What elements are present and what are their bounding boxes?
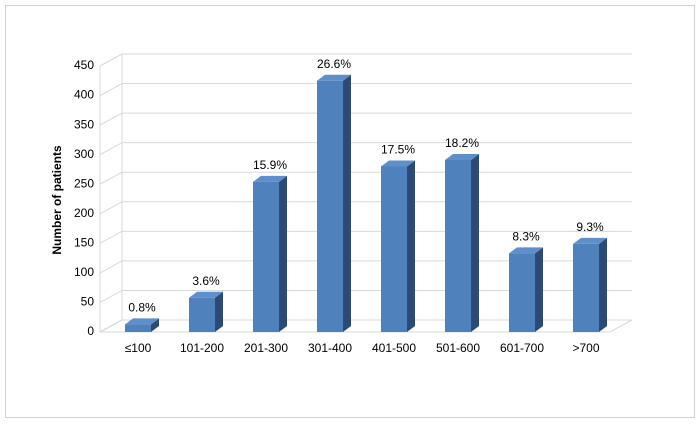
bar-top (509, 247, 543, 254)
data-label: 15.9% (253, 158, 287, 172)
grid-line (99, 290, 123, 303)
x-tick-label: 601-700 (500, 341, 544, 355)
bar (381, 166, 407, 332)
bar-side (471, 153, 479, 332)
data-label: 17.5% (381, 143, 415, 157)
bar-top (573, 237, 607, 244)
bar (317, 80, 343, 333)
y-axis-title: Number of patients (50, 145, 64, 255)
y-tick-label: 100 (74, 265, 94, 279)
y-tick-label: 50 (81, 295, 95, 309)
grid-line (99, 83, 123, 96)
x-tick-label: 201-300 (244, 341, 288, 355)
bar (509, 253, 535, 332)
bar-side (151, 318, 159, 332)
x-tick-label: 101-200 (180, 341, 224, 355)
bar-top (317, 74, 351, 81)
y-tick-label: 300 (74, 147, 94, 161)
data-label: 8.3% (512, 230, 540, 244)
data-label: 9.3% (576, 220, 604, 234)
bar-side (279, 175, 287, 332)
x-tick-label: >700 (572, 341, 599, 355)
y-tick-label: 250 (74, 176, 94, 190)
y-tick-label: 150 (74, 236, 94, 250)
y-tick-label: 450 (74, 58, 94, 72)
x-tick-label: 401-500 (372, 341, 416, 355)
data-label: 3.6% (192, 274, 220, 288)
bar-top (189, 291, 223, 298)
bar-top (445, 153, 479, 160)
bar-side (407, 160, 415, 332)
grid-line (99, 142, 123, 156)
y-tick-label: 0 (87, 324, 94, 338)
bar-side (215, 291, 223, 332)
grid-line (99, 53, 123, 67)
bar (253, 181, 279, 332)
data-label: 0.8% (128, 300, 156, 314)
y-tick-label: 350 (74, 117, 94, 131)
bar-top (125, 318, 159, 325)
y-tick-label: 200 (74, 206, 94, 220)
bar-side (343, 74, 351, 333)
bar-top (381, 160, 415, 167)
bar-top (253, 175, 287, 182)
y-tick-label: 400 (74, 88, 94, 102)
data-label: 26.6% (317, 57, 351, 71)
bar (125, 324, 151, 332)
grid-line (99, 171, 123, 185)
grid-line (99, 112, 123, 126)
bar (445, 159, 471, 332)
floor (99, 319, 633, 333)
x-tick-label: 301-400 (308, 341, 352, 355)
bar-side (599, 237, 607, 332)
data-label: 18.2% (445, 136, 479, 150)
bar (189, 297, 215, 332)
x-tick-label: ≤100 (125, 341, 152, 355)
grid-line (99, 260, 123, 274)
bar-side (535, 247, 543, 332)
grid-line (99, 230, 123, 244)
x-tick-label: 501-600 (436, 341, 480, 355)
grid-line (99, 319, 123, 333)
bar (573, 243, 599, 332)
grid-line (99, 201, 123, 215)
